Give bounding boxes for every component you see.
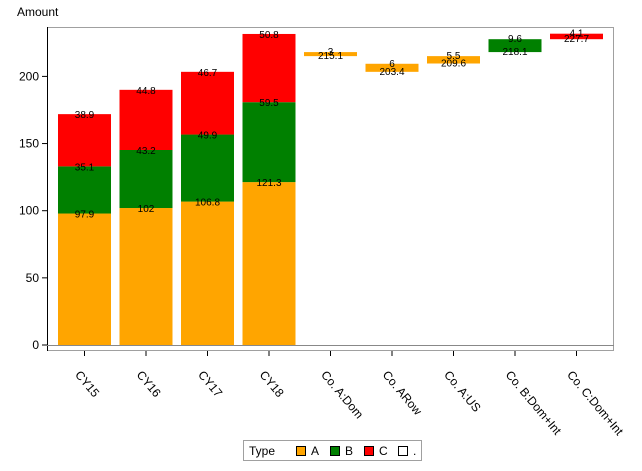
data-label-base: 209.6: [441, 59, 466, 70]
bar-segment-A: [181, 201, 234, 345]
bar-segment-C: [242, 33, 296, 103]
bar-segment-B: [242, 102, 296, 183]
bar-segment-B: [181, 134, 234, 202]
y-tick-label: 150: [19, 137, 39, 151]
data-label: 59.5: [259, 98, 279, 109]
data-label: 43.2: [136, 146, 156, 157]
legend-label: C: [379, 444, 388, 458]
y-tick-label: 0: [32, 338, 39, 352]
waterfall-bar-C: [550, 33, 603, 40]
bar-segment-C: [58, 114, 111, 167]
bar-segment-B: [119, 149, 173, 209]
data-label-base: 218.1: [502, 47, 527, 58]
data-label-base: 227.7: [564, 34, 589, 45]
data-label: 97.9: [75, 210, 95, 221]
waterfall-bar-A: [304, 52, 357, 57]
y-axis-title: Amount: [17, 5, 59, 19]
data-label: 50.8: [259, 30, 279, 41]
x-tick-label: CY16: [134, 368, 164, 400]
data-label: 102: [138, 204, 155, 215]
bar-segment-A: [119, 208, 173, 345]
data-label-delta: 5.5: [447, 51, 461, 62]
x-tick-label: Co. B:Dom+Int: [503, 368, 565, 438]
waterfall-bar-A: [427, 56, 480, 64]
bar-segment-A: [58, 213, 111, 345]
data-label: 44.8: [136, 86, 156, 97]
data-label-base: 215.1: [318, 51, 343, 62]
data-label: 38.9: [75, 110, 95, 121]
legend-label: B: [345, 444, 353, 458]
x-tick-label: Co. C:Dom+Int: [564, 368, 626, 439]
waterfall-bar-B: [488, 39, 542, 53]
y-tick-label: 200: [19, 69, 39, 83]
data-label-base: 203.4: [379, 67, 404, 78]
legend-label: .: [413, 444, 416, 458]
legend-label: A: [311, 444, 319, 458]
y-tick-label: 50: [26, 271, 40, 285]
data-label-delta: 6: [389, 59, 395, 70]
x-axis: CY15 CY16 CY17 CY18 Co. A:Dom Co. ARow Co. A:U…: [72, 351, 627, 439]
data-labels: 97.9 35.1 38.9 102 43.2 44.8 106.8 49.9 46.7 121.…: [75, 29, 590, 221]
data-label-delta: 9.6: [508, 34, 522, 45]
data-label: 121.3: [256, 178, 281, 189]
bar-segment-C: [181, 71, 234, 135]
data-label: 35.1: [75, 162, 95, 173]
data-label-delta: 3: [328, 47, 334, 58]
legend-title: Type: [249, 444, 275, 458]
legend-swatch: [398, 446, 408, 456]
data-label-delta: 4.1: [570, 29, 584, 40]
data-label: 106.8: [195, 198, 220, 209]
y-axis: 0 50 100 150 200: [19, 27, 614, 352]
legend-swatch: [364, 446, 374, 456]
x-tick-label: CY17: [195, 368, 225, 400]
y-tick-label: 100: [19, 204, 39, 218]
x-tick-label: CY18: [257, 368, 287, 400]
x-tick-label: Co. A:Dom: [318, 368, 366, 421]
legend-swatch: [296, 446, 306, 456]
x-tick-label: Co. A:US: [441, 368, 483, 415]
x-tick-label: Co. ARow: [380, 368, 425, 418]
bars: [58, 33, 603, 345]
legend-swatch: [330, 446, 340, 456]
data-label: 46.7: [198, 68, 218, 79]
legend: Type A B C.: [243, 440, 422, 461]
waterfall-bar-A: [365, 63, 419, 72]
bar-segment-A: [242, 182, 296, 345]
bar-segment-C: [119, 89, 173, 150]
bar-segment-B: [58, 166, 111, 214]
data-label: 49.9: [198, 131, 218, 142]
x-tick-label: CY15: [72, 368, 102, 400]
